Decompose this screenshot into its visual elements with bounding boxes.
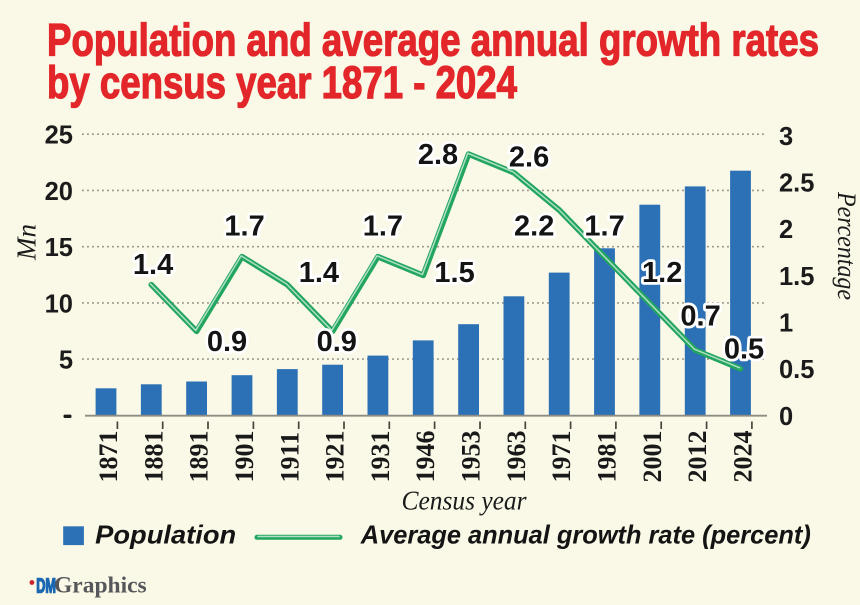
svg-text:by census year 1871 - 2024: by census year 1871 - 2024	[47, 57, 517, 108]
svg-text:1.7: 1.7	[584, 211, 624, 243]
svg-text:0.7: 0.7	[680, 300, 720, 332]
svg-text:1891: 1891	[185, 431, 214, 483]
svg-text:2.6: 2.6	[509, 142, 549, 174]
svg-text:1971: 1971	[547, 431, 576, 483]
svg-text:Graphics: Graphics	[54, 572, 147, 598]
svg-text:1881: 1881	[139, 431, 168, 483]
svg-text:Population: Population	[95, 519, 236, 549]
svg-text:2.8: 2.8	[418, 139, 458, 171]
svg-text:2: 2	[779, 216, 793, 244]
svg-text:1.5: 1.5	[434, 257, 474, 289]
svg-text:DM: DM	[36, 574, 56, 597]
svg-text:2001: 2001	[638, 431, 667, 483]
svg-text:2.2: 2.2	[514, 211, 554, 243]
svg-text:1921: 1921	[321, 431, 350, 483]
svg-text:1911: 1911	[275, 432, 304, 483]
svg-text:1963: 1963	[502, 431, 531, 483]
svg-text:1.7: 1.7	[224, 211, 264, 243]
svg-text:2.5: 2.5	[779, 170, 814, 198]
svg-text:0.5: 0.5	[779, 356, 814, 384]
svg-text:Average annual growth rate (pe: Average annual growth rate (percent)	[360, 519, 811, 549]
svg-text:0: 0	[779, 403, 793, 431]
svg-text:25: 25	[45, 122, 73, 150]
svg-text:Percentage: Percentage	[832, 191, 860, 300]
svg-text:2024: 2024	[729, 431, 758, 483]
svg-text:15: 15	[45, 234, 73, 262]
svg-text:0.9: 0.9	[207, 326, 247, 358]
svg-text:10: 10	[45, 290, 73, 318]
svg-text:Mn: Mn	[12, 224, 42, 261]
svg-text:Census year: Census year	[402, 486, 527, 516]
svg-text:1.4: 1.4	[133, 249, 173, 281]
svg-text:20: 20	[45, 178, 73, 206]
svg-text:1.4: 1.4	[299, 257, 339, 289]
svg-text:1953: 1953	[457, 431, 486, 483]
svg-text:0.9: 0.9	[317, 326, 357, 358]
svg-text:2012: 2012	[683, 431, 712, 483]
svg-text:Population and average annual: Population and average annual growth rat…	[47, 14, 819, 65]
svg-text:1.5: 1.5	[779, 263, 814, 291]
svg-text:5: 5	[59, 347, 73, 375]
svg-text:1946: 1946	[411, 431, 440, 483]
svg-text:3: 3	[779, 123, 793, 151]
svg-text:1871: 1871	[94, 431, 123, 483]
svg-text:1931: 1931	[366, 431, 395, 483]
svg-text:1901: 1901	[230, 431, 259, 483]
svg-text:1: 1	[779, 310, 793, 338]
svg-text:1.7: 1.7	[363, 211, 403, 243]
svg-text:1.2: 1.2	[642, 257, 682, 289]
svg-text:0.5: 0.5	[724, 334, 764, 366]
svg-text:1981: 1981	[593, 431, 622, 483]
